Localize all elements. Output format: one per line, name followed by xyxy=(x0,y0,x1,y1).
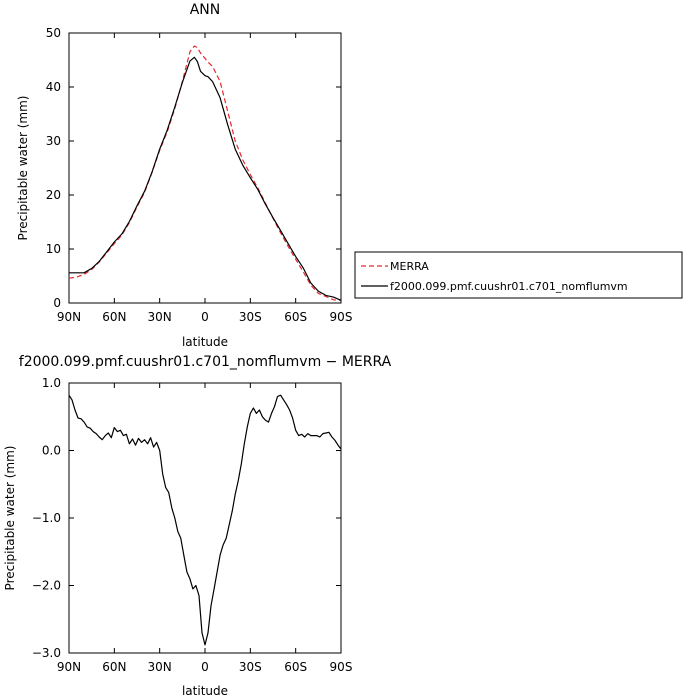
bottom-y-tick-label: 0.0 xyxy=(42,444,61,458)
top-y-tick-label: 50 xyxy=(46,26,61,40)
top-x-tick-label: 60S xyxy=(284,310,307,324)
bottom-y-tick-label: −1.0 xyxy=(32,511,61,525)
top-series-line-0 xyxy=(68,45,342,301)
bottom-x-tick-label: 30S xyxy=(239,660,262,674)
top-y-tick-label: 0 xyxy=(53,296,61,310)
bottom-plot-frame xyxy=(68,382,342,654)
bottom-x-tick-label: 0 xyxy=(201,660,209,674)
top-x-tick-label: 90N xyxy=(57,310,81,324)
top-series-line-1 xyxy=(69,56,342,301)
top-y-axis-label: Precipitable water (mm) xyxy=(16,96,30,241)
bottom-x-tick-label: 60S xyxy=(284,660,307,674)
top-x-tick-label: 30S xyxy=(239,310,262,324)
bottom-x-tick-label: 60N xyxy=(102,660,126,674)
bottom-panel: f2000.099.pmf.cuushr01.c701_nomflumvm − … xyxy=(3,354,392,698)
bottom-tick-group: 90N 60N 30N 0 30S 60S 90S 1.0 0.0 −1.0 −2.0 −3.0 xyxy=(32,376,353,674)
legend-label-model: f2000.099.pmf.cuushr01.c701_nomflumvm xyxy=(390,280,628,293)
legend: MERRA f2000.099.pmf.cuushr01.c701_nomflu… xyxy=(354,251,683,299)
bottom-x-tick-label: 90N xyxy=(57,660,81,674)
bottom-x-tick-label: 90S xyxy=(330,660,353,674)
legend-label-merra: MERRA xyxy=(390,260,429,273)
bottom-x-tick-label: 30N xyxy=(148,660,172,674)
top-x-tick-label: 0 xyxy=(201,310,209,324)
bottom-y-tick-label: −2.0 xyxy=(32,579,61,593)
top-y-tick-label: 20 xyxy=(46,188,61,202)
top-x-tick-label: 30N xyxy=(148,310,172,324)
legend-box xyxy=(354,251,683,299)
top-x-tick-label: 90S xyxy=(330,310,353,324)
top-panel: ANN 90N 60N 30N 0 30S 60S 90S 0 10 20 30 40 50 latit… xyxy=(16,2,352,349)
top-y-tick-label: 30 xyxy=(46,134,61,148)
top-tick-group: 90N 60N 30N 0 30S 60S 90S 0 10 20 30 40 50 xyxy=(46,26,353,324)
top-series-group xyxy=(68,45,342,301)
bottom-x-axis-label: latitude xyxy=(182,684,228,698)
bottom-chart-title: f2000.099.pmf.cuushr01.c701_nomflumvm − … xyxy=(19,354,392,370)
bottom-y-axis-label: Precipitable water (mm) xyxy=(3,446,17,591)
bottom-y-tick-label: −3.0 xyxy=(32,646,61,660)
bottom-y-tick-label: 1.0 xyxy=(42,376,61,390)
top-x-tick-label: 60N xyxy=(102,310,126,324)
top-y-tick-label: 10 xyxy=(46,242,61,256)
bottom-series-line-0 xyxy=(68,394,342,646)
bottom-series-group xyxy=(68,394,342,646)
top-x-axis-label: latitude xyxy=(182,335,228,349)
top-chart-title: ANN xyxy=(190,2,221,18)
top-y-tick-label: 40 xyxy=(46,80,61,94)
